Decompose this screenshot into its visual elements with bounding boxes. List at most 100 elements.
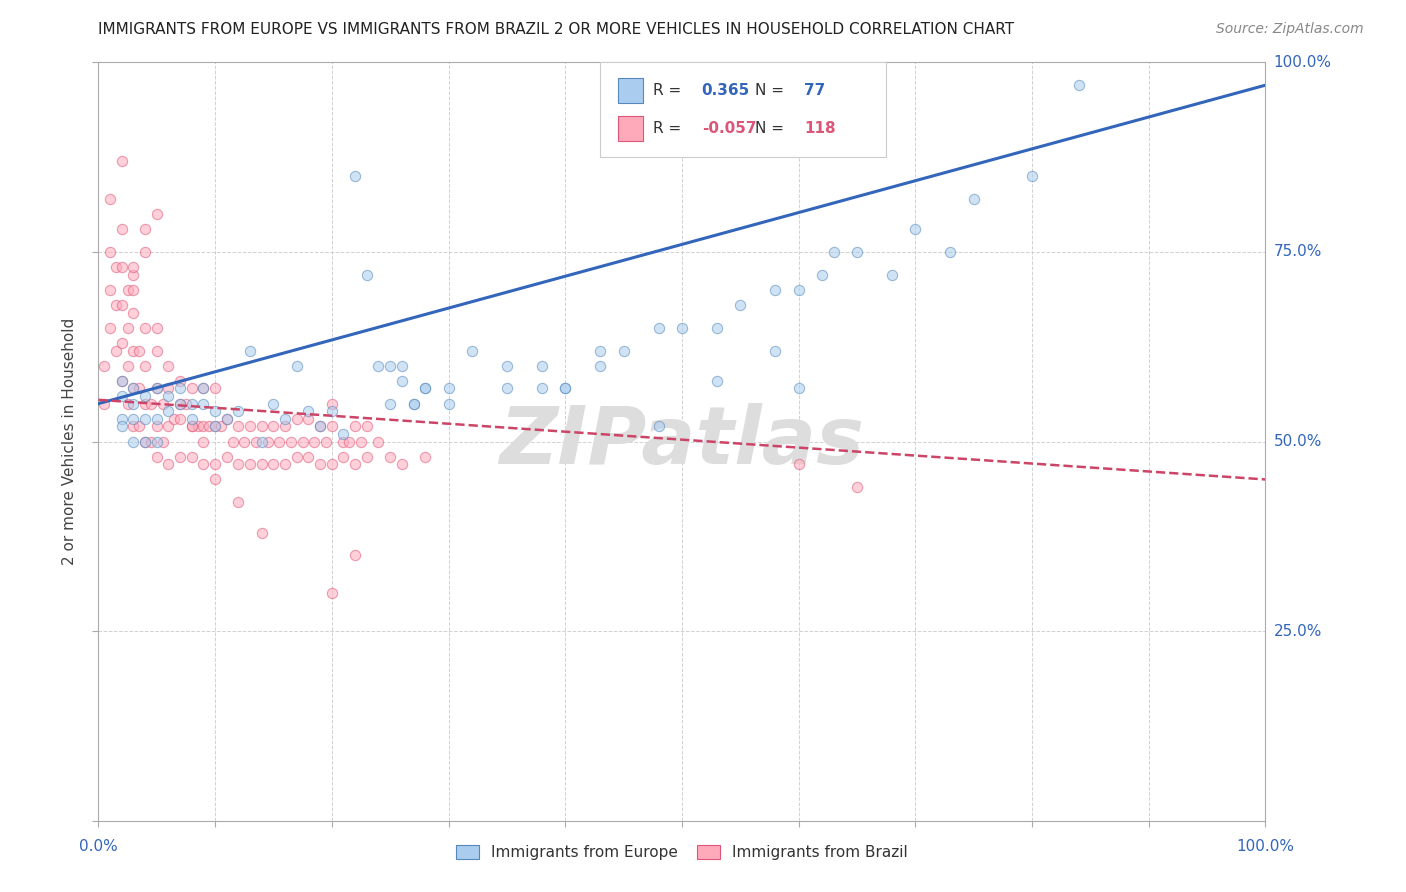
Point — [146, 412, 169, 426]
Point — [285, 359, 308, 373]
Point — [309, 419, 332, 434]
Point — [787, 382, 810, 396]
Point — [880, 268, 903, 282]
Point — [180, 419, 202, 434]
Point — [169, 382, 191, 396]
Point — [157, 382, 180, 396]
Text: R =: R = — [652, 83, 686, 98]
Text: 0.0%: 0.0% — [79, 839, 118, 855]
Point — [134, 434, 156, 449]
Point — [380, 396, 402, 410]
Point — [530, 382, 553, 396]
Point — [846, 480, 869, 494]
Point — [332, 434, 354, 449]
Point — [245, 434, 267, 449]
Point — [297, 450, 319, 464]
Point — [413, 450, 436, 464]
Point — [221, 434, 243, 449]
Text: 118: 118 — [804, 121, 837, 136]
Point — [152, 396, 174, 410]
Point — [111, 389, 134, 403]
FancyBboxPatch shape — [617, 115, 644, 141]
Point — [146, 450, 169, 464]
Point — [122, 382, 145, 396]
Point — [169, 374, 191, 388]
Point — [380, 359, 402, 373]
Point — [111, 298, 134, 312]
Point — [174, 396, 197, 410]
Point — [128, 382, 150, 396]
Point — [962, 192, 984, 206]
Point — [344, 458, 367, 472]
Text: 50.0%: 50.0% — [1274, 434, 1322, 449]
Point — [367, 359, 389, 373]
Text: Source: ZipAtlas.com: Source: ZipAtlas.com — [1216, 22, 1364, 37]
Point — [139, 396, 162, 410]
Point — [111, 374, 134, 388]
Point — [157, 389, 180, 403]
Point — [117, 359, 139, 373]
Point — [228, 404, 250, 418]
Point — [204, 404, 226, 418]
Point — [297, 412, 319, 426]
Point — [157, 458, 180, 472]
Point — [250, 525, 273, 540]
Point — [496, 359, 519, 373]
Point — [402, 396, 425, 410]
Point — [402, 396, 425, 410]
Point — [157, 359, 180, 373]
Point — [250, 458, 273, 472]
Point — [146, 320, 169, 334]
Point — [104, 343, 127, 358]
Point — [146, 419, 169, 434]
Point — [344, 419, 367, 434]
Point — [297, 404, 319, 418]
Point — [134, 359, 156, 373]
Point — [193, 382, 215, 396]
Point — [193, 419, 215, 434]
Point — [321, 419, 343, 434]
Point — [344, 548, 367, 563]
Point — [356, 268, 378, 282]
Point — [321, 396, 343, 410]
Point — [730, 298, 752, 312]
Point — [198, 419, 221, 434]
Point — [530, 359, 553, 373]
Point — [337, 434, 360, 449]
Y-axis label: 2 or more Vehicles in Household: 2 or more Vehicles in Household — [62, 318, 77, 566]
Point — [787, 283, 810, 297]
Point — [215, 412, 238, 426]
Point — [122, 419, 145, 434]
Point — [280, 434, 302, 449]
Point — [98, 283, 121, 297]
Point — [204, 382, 226, 396]
Point — [461, 343, 484, 358]
Text: R =: R = — [652, 121, 686, 136]
Point — [413, 382, 436, 396]
Point — [304, 434, 326, 449]
Point — [98, 192, 121, 206]
Legend: Immigrants from Europe, Immigrants from Brazil: Immigrants from Europe, Immigrants from … — [450, 838, 914, 866]
Point — [811, 268, 834, 282]
Point — [647, 320, 669, 334]
Point — [146, 434, 169, 449]
Point — [146, 343, 169, 358]
Point — [391, 359, 413, 373]
Point — [193, 396, 215, 410]
Text: N =: N = — [755, 121, 789, 136]
Point — [589, 359, 612, 373]
Point — [391, 458, 413, 472]
Point — [823, 244, 845, 259]
Point — [111, 335, 134, 350]
Point — [152, 434, 174, 449]
Point — [228, 458, 250, 472]
Text: 100.0%: 100.0% — [1236, 839, 1295, 855]
Point — [163, 412, 186, 426]
Point — [413, 382, 436, 396]
Point — [134, 320, 156, 334]
Point — [117, 283, 139, 297]
Point — [239, 419, 262, 434]
Point — [98, 244, 121, 259]
Text: 25.0%: 25.0% — [1274, 624, 1322, 639]
Point — [169, 412, 191, 426]
